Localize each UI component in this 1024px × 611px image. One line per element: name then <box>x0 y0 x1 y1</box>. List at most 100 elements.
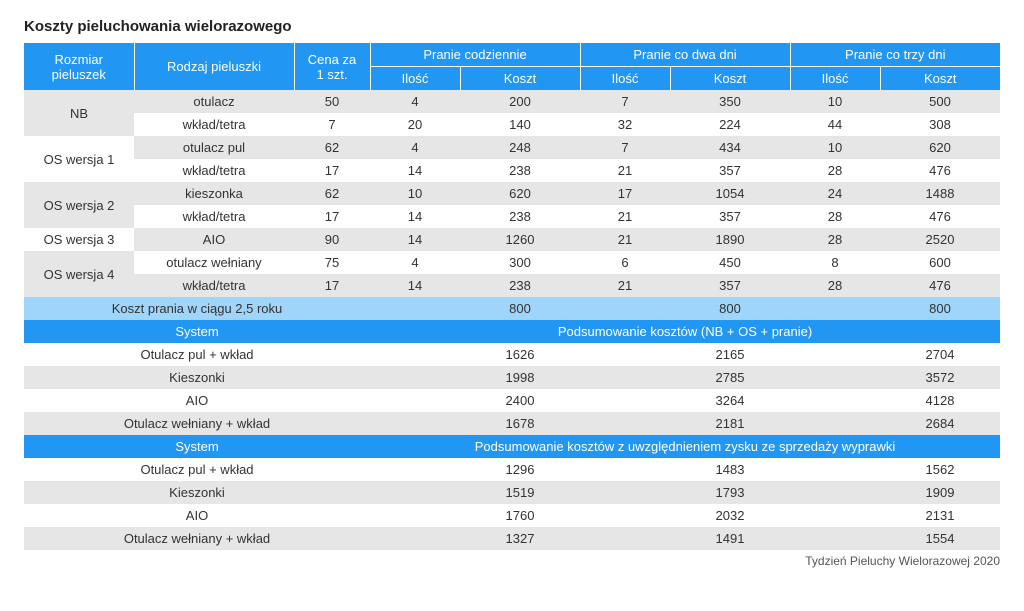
cell-daily-qty: 14 <box>370 159 460 182</box>
cell-daily-qty: 20 <box>370 113 460 136</box>
cell-three-cost: 2704 <box>880 343 1000 366</box>
table-row: Koszt prania w ciągu 2,5 roku800800800 <box>24 297 1000 320</box>
cell-three-cost: 476 <box>880 159 1000 182</box>
cell-three-cost: 620 <box>880 136 1000 159</box>
summary-system-name: Kieszonki <box>24 481 370 504</box>
cell-two-cost: 1890 <box>670 228 790 251</box>
cell-three-cost: 3572 <box>880 366 1000 389</box>
cell-three-qty: 10 <box>790 90 880 113</box>
cell-three-cost: 800 <box>880 297 1000 320</box>
cell-size: OS wersja 2 <box>24 182 134 228</box>
table-row: AIO176020322131 <box>24 504 1000 527</box>
col-type: Rodzaj pieluszki <box>134 43 294 90</box>
cell-three-qty: 28 <box>790 159 880 182</box>
cell-daily-cost: 2400 <box>460 389 580 412</box>
cell-three-qty: 8 <box>790 251 880 274</box>
cell-two-cost: 2165 <box>670 343 790 366</box>
cell-daily-cost: 1327 <box>460 527 580 550</box>
cell-daily-qty: 4 <box>370 251 460 274</box>
cell-three-qty: 28 <box>790 274 880 297</box>
cell-three-cost: 476 <box>880 274 1000 297</box>
cell-three-cost: 2684 <box>880 412 1000 435</box>
cell-three-qty: 24 <box>790 182 880 205</box>
section-summary-label: Podsumowanie kosztów (NB + OS + pranie) <box>370 320 1000 343</box>
summary-blank <box>580 504 670 527</box>
col-three-qty: Ilość <box>790 67 880 91</box>
cell-two-qty: 17 <box>580 182 670 205</box>
cell-two-qty: 32 <box>580 113 670 136</box>
summary-blank <box>580 481 670 504</box>
cell-daily-cost: 238 <box>460 274 580 297</box>
col-group-daily: Pranie codziennie <box>370 43 580 67</box>
cell-daily-cost: 1296 <box>460 458 580 481</box>
cell-three-cost: 500 <box>880 90 1000 113</box>
cell-type: kieszonka <box>134 182 294 205</box>
table-row: wkład/tetra17142382135728476 <box>24 274 1000 297</box>
cell-three-cost: 4128 <box>880 389 1000 412</box>
table-row: OS wersja 3AIO90141260211890282520 <box>24 228 1000 251</box>
summary-system-name: Otulacz pul + wkład <box>24 343 370 366</box>
cell-type: AIO <box>134 228 294 251</box>
page-title: Koszty pieluchowania wielorazowego <box>24 18 1000 35</box>
summary-system-name: Otulacz wełniany + wkład <box>24 527 370 550</box>
cell-daily-qty: 14 <box>370 274 460 297</box>
cell-daily-cost: 620 <box>460 182 580 205</box>
cell-daily-cost: 1678 <box>460 412 580 435</box>
summary-blank <box>790 343 880 366</box>
col-daily-qty: Ilość <box>370 67 460 91</box>
cell-two-qty: 21 <box>580 274 670 297</box>
cell-type: wkład/tetra <box>134 274 294 297</box>
cell-two-qty: 21 <box>580 205 670 228</box>
cell-three-cost: 600 <box>880 251 1000 274</box>
cell-type: wkład/tetra <box>134 205 294 228</box>
cell-daily-cost: 140 <box>460 113 580 136</box>
col-group-two: Pranie co dwa dni <box>580 43 790 67</box>
cell-two-qty: 21 <box>580 228 670 251</box>
cell-two-cost: 1054 <box>670 182 790 205</box>
cell-price: 75 <box>294 251 370 274</box>
summary-blank <box>580 412 670 435</box>
cell-three-qty: 28 <box>790 205 880 228</box>
cell-three-cost: 1562 <box>880 458 1000 481</box>
summary-blank <box>370 366 460 389</box>
cell-size: OS wersja 1 <box>24 136 134 182</box>
cell-two-cost: 800 <box>670 297 790 320</box>
summary-blank <box>790 412 880 435</box>
cell-price: 17 <box>294 274 370 297</box>
summary-blank <box>370 481 460 504</box>
table-row: AIO240032644128 <box>24 389 1000 412</box>
summary-blank <box>790 458 880 481</box>
cell-daily-cost: 238 <box>460 205 580 228</box>
cell-three-cost: 2520 <box>880 228 1000 251</box>
summary-blank <box>790 527 880 550</box>
table-body: NBotulacz504200735010500wkład/tetra72014… <box>24 90 1000 550</box>
cell-three-cost: 1909 <box>880 481 1000 504</box>
cell-type: otulacz wełniany <box>134 251 294 274</box>
cost-table: Rozmiar pieluszek Rodzaj pieluszki Cena … <box>24 43 1000 550</box>
table-row: wkład/tetra7201403222444308 <box>24 113 1000 136</box>
summary-blank <box>370 389 460 412</box>
cell-two-cost: 1793 <box>670 481 790 504</box>
cell-daily-qty: 10 <box>370 182 460 205</box>
summary-system-name: AIO <box>24 504 370 527</box>
cell-daily-cost: 1260 <box>460 228 580 251</box>
col-three-cost: Koszt <box>880 67 1000 91</box>
table-row: SystemPodsumowanie kosztów (NB + OS + pr… <box>24 320 1000 343</box>
cell-three-cost: 2131 <box>880 504 1000 527</box>
col-group-three: Pranie co trzy dni <box>790 43 1000 67</box>
summary-blank <box>580 343 670 366</box>
cell-three-qty: 44 <box>790 113 880 136</box>
table-row: Otulacz wełniany + wkład132714911554 <box>24 527 1000 550</box>
section-summary-label: Podsumowanie kosztów z uwzględnieniem zy… <box>370 435 1000 458</box>
wash-cost-blank <box>370 297 460 320</box>
cell-two-cost: 3264 <box>670 389 790 412</box>
cell-two-cost: 2032 <box>670 504 790 527</box>
cell-daily-qty: 14 <box>370 228 460 251</box>
table-row: Kieszonki199827853572 <box>24 366 1000 389</box>
cell-two-cost: 357 <box>670 274 790 297</box>
section-system-label: System <box>24 320 370 343</box>
table-row: OS wersja 2kieszonka6210620171054241488 <box>24 182 1000 205</box>
col-two-cost: Koszt <box>670 67 790 91</box>
table-row: OS wersja 4otulacz wełniany7543006450860… <box>24 251 1000 274</box>
summary-blank <box>580 389 670 412</box>
